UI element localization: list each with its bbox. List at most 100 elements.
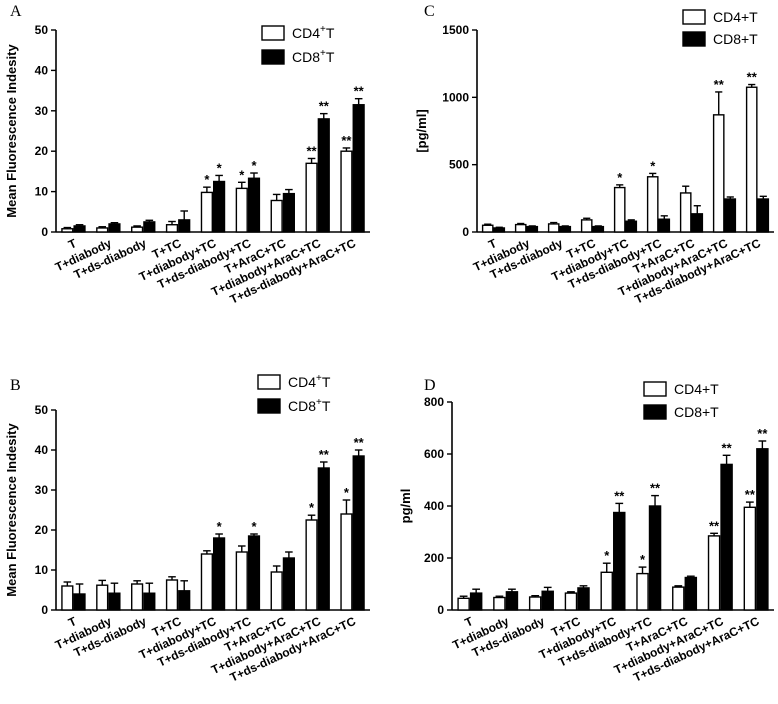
y-tick-label: 0	[437, 603, 444, 617]
bar-cd4	[745, 86, 758, 233]
bar-cd8	[178, 590, 191, 611]
y-tick-label: 0	[41, 225, 48, 239]
legend-label: CD8+T	[713, 31, 758, 47]
category-label: T	[463, 614, 476, 630]
bar-cd4	[679, 192, 692, 233]
legend-swatch	[257, 374, 281, 390]
bar-cd8	[658, 218, 671, 233]
bar-cd8	[73, 225, 86, 233]
bar-cd4	[743, 506, 757, 611]
y-tick-label: 800	[424, 395, 444, 409]
bar-cd8	[541, 590, 554, 611]
bar-cd4	[514, 223, 527, 233]
significance-marker: **	[722, 440, 733, 455]
y-tick-label: 40	[35, 63, 49, 77]
bar-cd4	[61, 585, 74, 611]
y-axis-label: Mean Fluorescence Indesity	[4, 44, 19, 218]
bar-cd8	[526, 225, 539, 233]
y-tick-label: 50	[35, 23, 49, 37]
y-tick-label: 400	[424, 499, 444, 513]
bar-cd4	[96, 227, 109, 233]
panel-letter: B	[10, 377, 21, 394]
bar-cd8	[691, 213, 704, 233]
y-tick-label: 30	[35, 104, 49, 118]
y-tick-label: 500	[449, 158, 469, 172]
bar-cd4	[305, 519, 318, 611]
bar-cd4	[457, 597, 470, 611]
legend-label: CD8+T	[674, 404, 719, 420]
bar-cd8	[282, 192, 295, 233]
significance-marker: *	[344, 485, 350, 500]
bar-cd8	[143, 221, 156, 233]
significance-marker: **	[341, 133, 352, 148]
y-tick-label: 20	[35, 523, 49, 537]
significance-marker: *	[650, 158, 656, 173]
bar-cd4	[528, 596, 542, 611]
bar-cd8	[352, 104, 365, 233]
significance-marker: *	[604, 548, 610, 563]
y-tick-label: 0	[41, 603, 48, 617]
bar-cd8	[505, 591, 519, 611]
bar-cd8	[592, 225, 605, 233]
panel-letter: A	[10, 3, 22, 20]
bar-cd4	[493, 596, 506, 611]
bar-cd8	[108, 223, 121, 233]
bar-cd8	[577, 587, 590, 611]
bar-cd4	[340, 150, 353, 233]
panel-letter: D	[424, 377, 436, 394]
significance-marker: **	[757, 426, 768, 441]
y-tick-label: 10	[35, 563, 49, 577]
significance-marker: **	[319, 447, 330, 462]
y-tick-label: 1500	[442, 23, 469, 37]
bar-cd8	[317, 467, 330, 611]
bar-cd8	[469, 592, 483, 611]
bar-cd4	[96, 584, 109, 611]
bar-cd4	[270, 571, 283, 611]
bar-cd4	[305, 162, 318, 233]
significance-marker: **	[614, 488, 625, 503]
legend-swatch	[257, 398, 281, 414]
significance-marker: *	[617, 170, 623, 185]
legend-swatch	[682, 9, 706, 25]
significance-marker: *	[251, 158, 257, 173]
significance-marker: *	[217, 519, 223, 534]
legend-swatch	[643, 381, 667, 397]
bar-cd4	[165, 224, 179, 233]
bar-cd8	[352, 455, 365, 611]
significance-marker: *	[217, 160, 223, 175]
y-tick-label: 600	[424, 447, 444, 461]
significance-marker: **	[650, 481, 661, 496]
bar-cd8	[178, 219, 191, 233]
y-tick-label: 30	[35, 483, 49, 497]
bar-cd4	[165, 579, 179, 611]
significance-marker: **	[714, 77, 725, 92]
bar-cd4	[712, 114, 725, 233]
y-tick-label: 200	[424, 551, 444, 565]
bar-cd8	[720, 463, 733, 611]
bar-cd4	[707, 535, 721, 611]
legend-label: CD4+T	[288, 373, 331, 390]
chart-panel-d: D0200400600800pg/mlTT+diabodyT+ds-diabod…	[398, 377, 774, 685]
bar-cd8	[317, 118, 330, 233]
bar-cd4	[481, 224, 494, 233]
y-tick-label: 20	[35, 144, 49, 158]
bar-cd4	[235, 551, 248, 611]
significance-marker: **	[354, 84, 365, 99]
y-tick-label: 0	[462, 225, 469, 239]
significance-marker: *	[309, 500, 315, 515]
significance-marker: **	[319, 99, 330, 114]
bar-cd4	[613, 186, 626, 233]
significance-marker: **	[306, 143, 317, 158]
bar-cd4	[131, 583, 144, 611]
bar-cd4	[564, 592, 578, 611]
bar-cd4	[270, 199, 283, 233]
bar-cd8	[108, 592, 121, 611]
significance-marker: **	[745, 487, 756, 502]
bar-cd8	[757, 198, 770, 233]
legend-swatch	[261, 49, 285, 65]
bar-cd8	[756, 448, 769, 611]
y-tick-label: 1000	[442, 90, 469, 104]
